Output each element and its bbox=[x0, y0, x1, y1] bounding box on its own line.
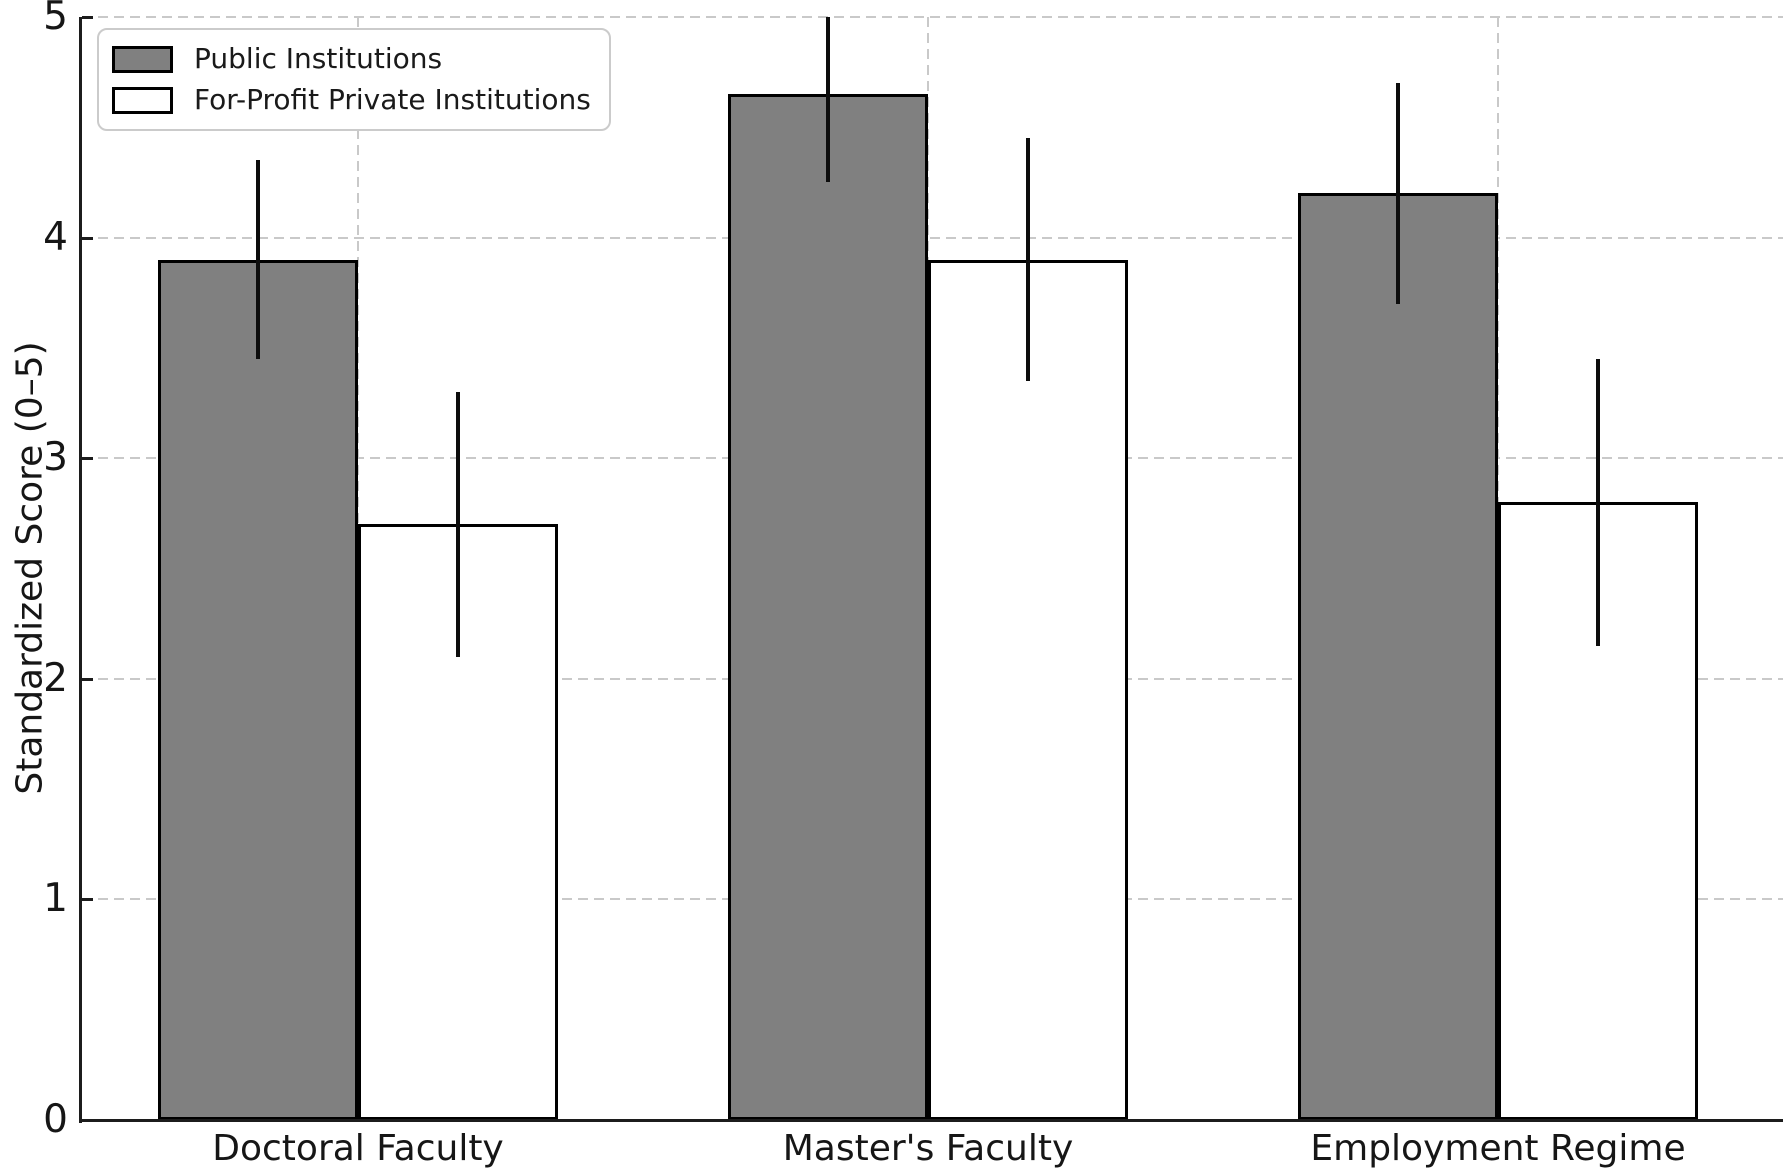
bar-public bbox=[728, 94, 928, 1120]
y-tick-label: 0 bbox=[43, 1097, 68, 1142]
legend: Public Institutions For-Profit Private I… bbox=[97, 28, 611, 131]
x-tick-label: Employment Regime bbox=[1310, 1128, 1686, 1169]
bar-public bbox=[1298, 193, 1498, 1120]
error-bar bbox=[1026, 138, 1030, 381]
y-tick bbox=[82, 16, 93, 19]
bar-private bbox=[1498, 502, 1698, 1120]
y-tick bbox=[82, 236, 93, 240]
x-tick-label: Doctoral Faculty bbox=[212, 1128, 504, 1169]
legend-item-private: For-Profit Private Institutions bbox=[112, 84, 591, 116]
y-tick-label: 5 bbox=[43, 0, 68, 39]
legend-item-public: Public Institutions bbox=[112, 43, 591, 75]
legend-label-private: For-Profit Private Institutions bbox=[194, 83, 591, 116]
legend-swatch-private-icon bbox=[112, 86, 173, 114]
y-tick bbox=[82, 677, 93, 681]
y-gridline bbox=[82, 236, 1783, 239]
error-bar bbox=[826, 17, 830, 183]
y-tick-label: 4 bbox=[43, 214, 68, 260]
y-tick-label: 2 bbox=[43, 655, 68, 701]
bar-private bbox=[928, 260, 1128, 1120]
y-tick bbox=[82, 457, 93, 461]
legend-swatch-public-icon bbox=[112, 45, 173, 73]
error-bar bbox=[256, 160, 260, 359]
y-tick bbox=[82, 1119, 93, 1122]
y-tick-label: 1 bbox=[43, 876, 68, 922]
left-spine bbox=[79, 17, 82, 1123]
y-tick-label: 3 bbox=[43, 435, 68, 481]
legend-label-public: Public Institutions bbox=[194, 42, 443, 75]
error-bar bbox=[456, 392, 460, 657]
error-bar bbox=[1396, 83, 1400, 304]
y-gridline bbox=[82, 16, 1783, 18]
bar-public bbox=[158, 260, 358, 1120]
error-bar bbox=[1596, 358, 1600, 646]
y-tick bbox=[82, 898, 93, 902]
x-tick-label: Master's Faculty bbox=[782, 1128, 1074, 1169]
bottom-spine bbox=[79, 1119, 1783, 1122]
y-axis-title: Standardized Score (0–5) bbox=[9, 341, 51, 795]
